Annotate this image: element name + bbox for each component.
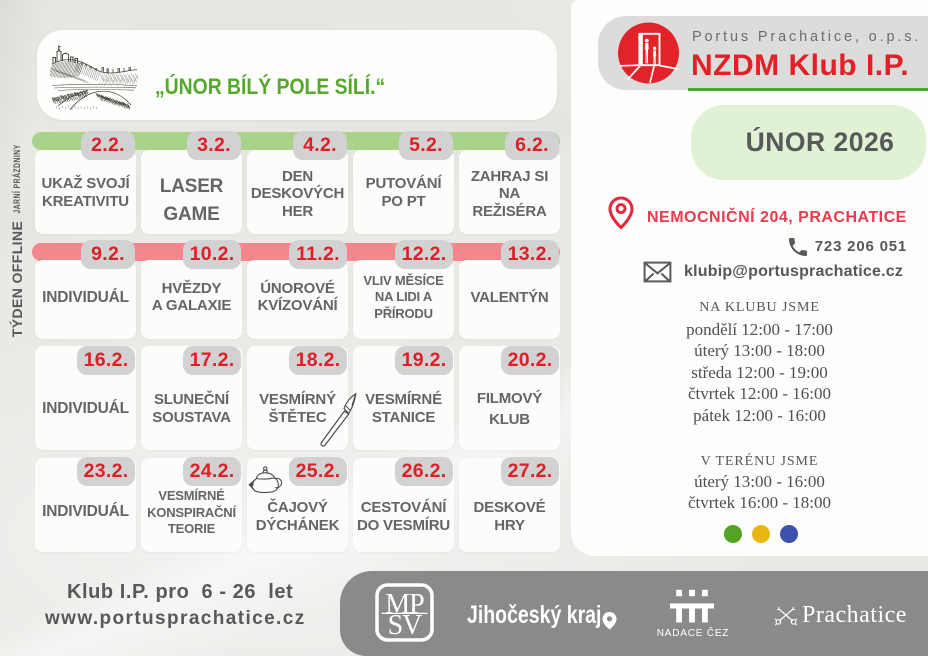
svg-text:MP: MP: [385, 589, 424, 620]
svg-text:SV: SV: [388, 610, 423, 641]
